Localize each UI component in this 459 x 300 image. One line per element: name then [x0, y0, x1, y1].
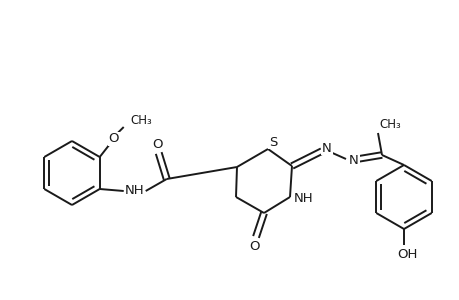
Text: NH: NH [294, 191, 313, 205]
Text: O: O [152, 137, 162, 151]
Text: O: O [249, 241, 260, 254]
Text: CH₃: CH₃ [130, 113, 152, 127]
Text: CH₃: CH₃ [378, 118, 400, 131]
Text: NH: NH [125, 184, 144, 197]
Text: N: N [348, 154, 358, 167]
Text: O: O [108, 133, 119, 146]
Text: OH: OH [396, 248, 416, 262]
Text: S: S [268, 136, 277, 148]
Text: N: N [321, 142, 331, 154]
